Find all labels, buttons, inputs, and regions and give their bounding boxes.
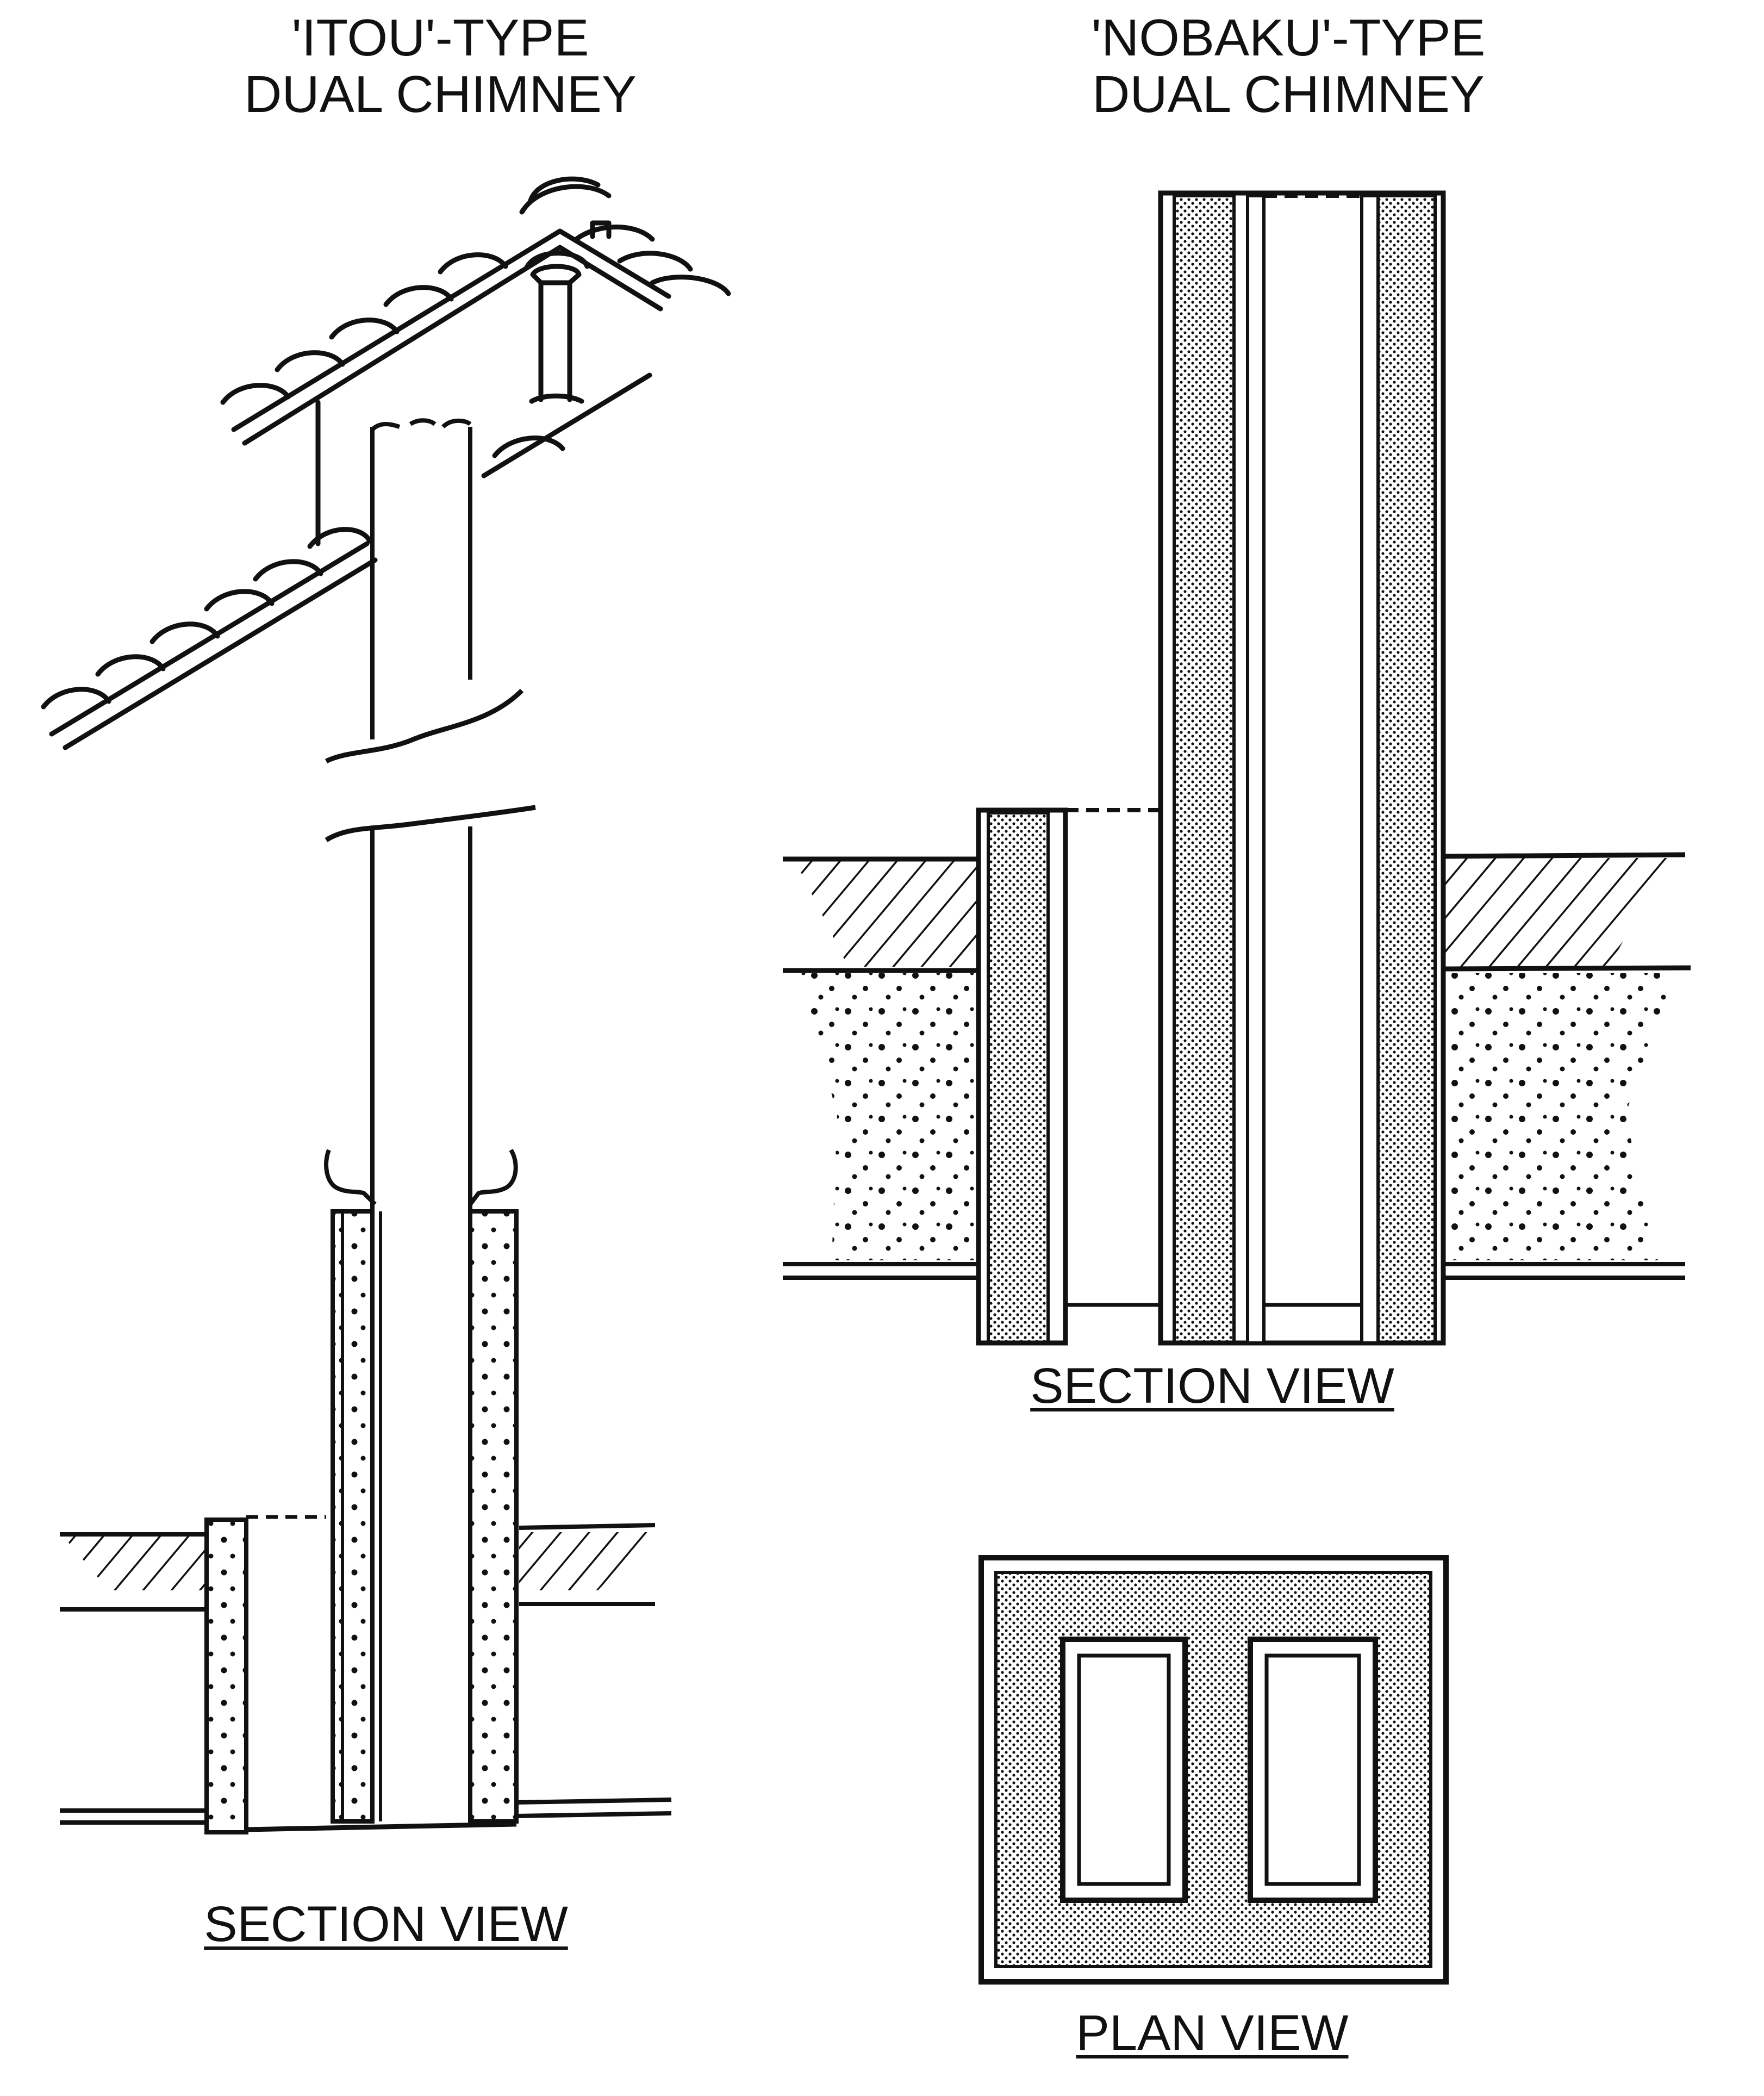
itou-title: 'ITOU'-TYPE DUAL CHIMNEY — [179, 10, 701, 122]
nobaku-plan — [978, 1555, 1449, 1985]
itou-side-sleeve — [204, 1515, 326, 1834]
nobaku-section-caption: SECTION VIEW — [1030, 1358, 1394, 1414]
nobaku-title-line1: 'NOBAKU'-TYPE — [1091, 9, 1486, 67]
itou-flue-pipe — [324, 418, 536, 1821]
nobaku-title-line2: DUAL CHIMNEY — [1092, 65, 1485, 123]
nobaku-plan-caption: PLAN VIEW — [1076, 2005, 1349, 2061]
nobaku-ground — [783, 852, 1691, 1280]
itou-roof — [41, 176, 731, 750]
itou-section-caption: SECTION VIEW — [204, 1896, 568, 1952]
nobaku-section — [976, 190, 1446, 1346]
itou-title-line2: DUAL CHIMNEY — [244, 65, 637, 123]
nobaku-title: 'NOBAKU'-TYPE DUAL CHIMNEY — [1027, 10, 1549, 122]
itou-title-line1: 'ITOU'-TYPE — [291, 9, 589, 67]
itou-outer-sleeve — [331, 1209, 519, 1824]
